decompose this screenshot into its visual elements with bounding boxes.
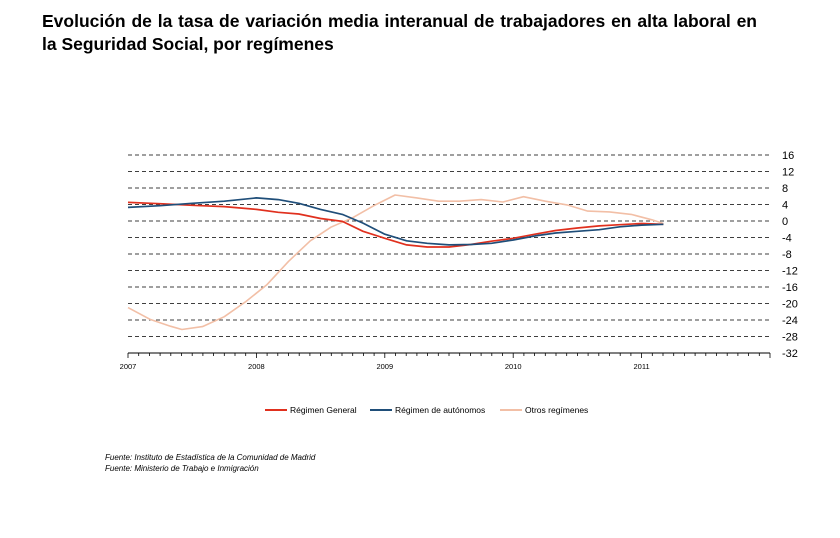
x-tick-label: 2008 xyxy=(248,362,265,371)
x-tick-label: 2009 xyxy=(376,362,393,371)
source-note-1: Fuente: Instituto de Estadística de la C… xyxy=(105,453,316,462)
y-tick-label: -16 xyxy=(782,282,798,294)
series-line-3 xyxy=(127,194,664,331)
y-tick-label: 8 xyxy=(782,183,788,195)
x-tick-label: 2011 xyxy=(634,362,650,371)
y-tick-label: 16 xyxy=(782,150,794,162)
grid-lines xyxy=(128,154,770,354)
legend-label: Régimen General xyxy=(290,405,357,415)
y-tick-label: 12 xyxy=(782,167,794,179)
y-tick-label: -20 xyxy=(782,299,798,311)
y-tick-label: -32 xyxy=(782,348,798,360)
legend-label: Régimen de autónomos xyxy=(395,405,485,415)
source-note-2: Fuente: Ministerio de Trabajo e Inmigrac… xyxy=(105,464,259,473)
y-tick-label: 0 xyxy=(782,216,788,228)
legend-label: Otros regímenes xyxy=(525,405,588,415)
y-tick-label: -12 xyxy=(782,266,798,278)
y-tick-label: -8 xyxy=(782,249,792,261)
series-line-2 xyxy=(127,197,664,246)
series-lines xyxy=(127,194,664,331)
x-tick-label: 2010 xyxy=(505,362,522,371)
x-axis: 2007 2008 2009 2010 2011 xyxy=(120,352,771,371)
legend: Régimen General Régimen de autónomos Otros… xyxy=(265,405,588,415)
y-tick-label: -24 xyxy=(782,315,798,327)
y-axis-tick-labels: 16 12 8 4 0 -4 -8 -12 -16 -20 -24 -28 -32 xyxy=(782,150,798,360)
y-tick-label: -28 xyxy=(782,332,798,344)
chart-title: Evolución de la tasa de variación media … xyxy=(42,11,757,54)
y-tick-label: -4 xyxy=(782,233,792,245)
series-line-1 xyxy=(127,201,664,248)
x-tick-label: 2007 xyxy=(120,362,137,371)
y-tick-label: 4 xyxy=(782,200,788,212)
